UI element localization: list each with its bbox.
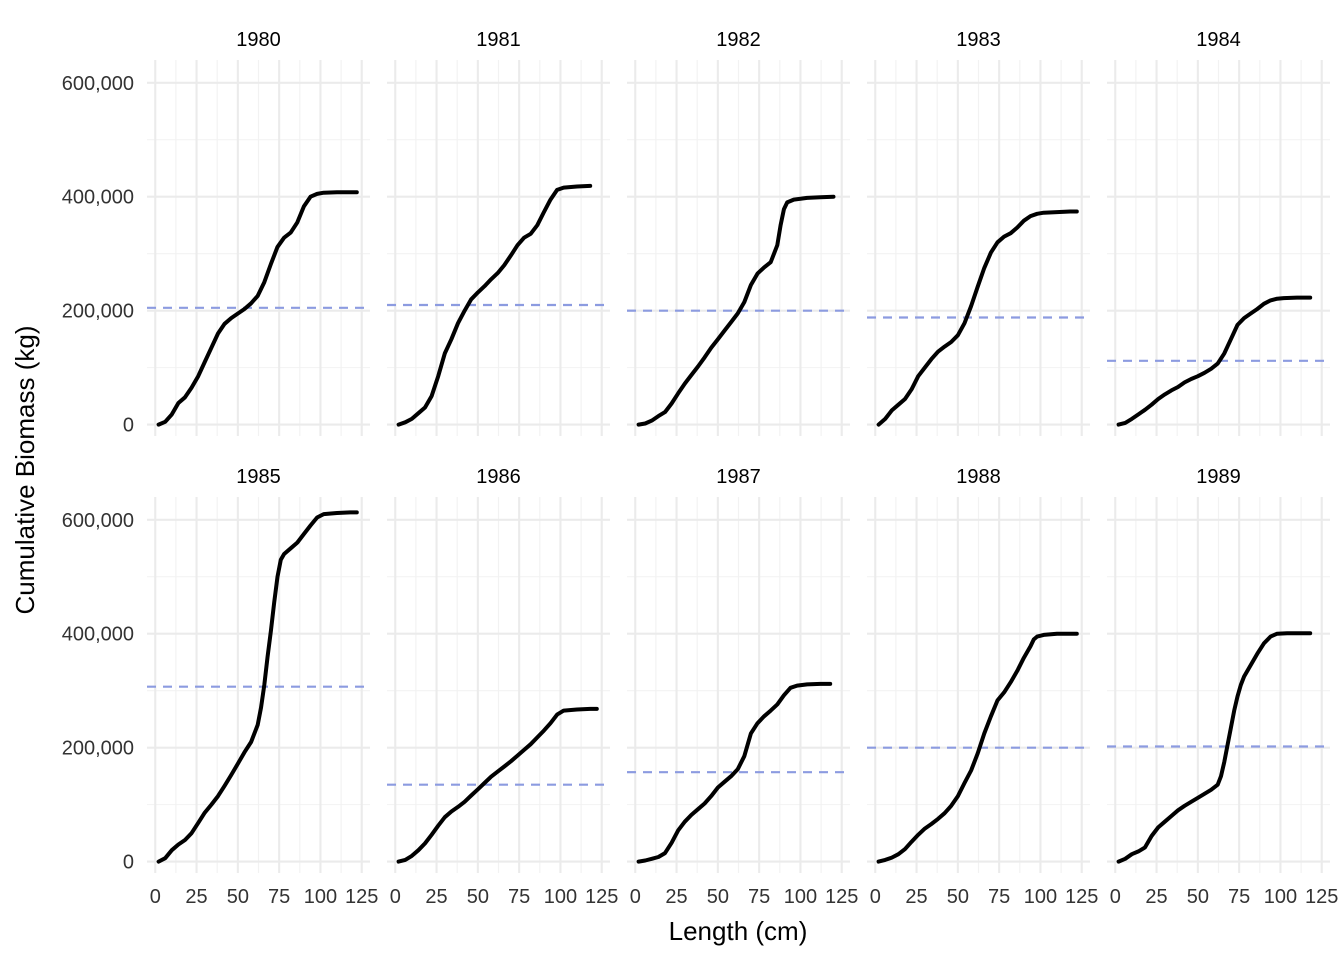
- panel-1980: 1980 0 200,000 400,000 600,000: [62, 29, 370, 437]
- x-tick-label: 100: [1264, 886, 1297, 908]
- panel-strip-label: 1982: [716, 29, 761, 51]
- x-tick-label: 0: [1110, 886, 1121, 908]
- x-tick-label: 125: [585, 886, 618, 908]
- cumulative-biomass-line: [1116, 631, 1313, 864]
- panel-strip-label: 1985: [236, 466, 281, 488]
- x-tick-label: 50: [707, 886, 729, 908]
- y-tick-label: 400,000: [62, 624, 134, 646]
- y-tick-label: 0: [123, 415, 134, 437]
- x-tick-label: 75: [508, 886, 530, 908]
- x-tick-label: 100: [1024, 886, 1057, 908]
- x-tick-label: 25: [905, 886, 927, 908]
- x-tick-label: 75: [988, 886, 1010, 908]
- cumulative-biomass-line: [876, 631, 1079, 864]
- panel-1988: 1988 0 25 50 75 100 125: [867, 466, 1098, 908]
- cumulative-biomass-line: [636, 194, 836, 427]
- panel-1987: 1987 0 25 50 75 100 125: [627, 466, 858, 908]
- panel-strip-label: 1981: [476, 29, 521, 51]
- x-tick-label: 0: [870, 886, 881, 908]
- x-tick-label: 75: [268, 886, 290, 908]
- x-tick-label: 100: [544, 886, 577, 908]
- x-tick-label: 0: [630, 886, 641, 908]
- x-tick-label: 125: [825, 886, 858, 908]
- panel-strip-label: 1980: [236, 29, 281, 51]
- x-tick-label: 125: [345, 886, 378, 908]
- cumulative-biomass-line: [636, 681, 833, 864]
- panel-strip-label: 1986: [476, 466, 521, 488]
- panel-strip-label: 1988: [956, 466, 1001, 488]
- x-tick-label: 25: [185, 886, 207, 908]
- panel-1985: 1985 0 25 50 75 100 125 0 200,000 400,000 600,000: [62, 466, 379, 908]
- x-tick-label: 100: [304, 886, 337, 908]
- x-tick-label: 50: [467, 886, 489, 908]
- panel-1982: 1982: [627, 29, 850, 436]
- cumulative-biomass-line: [396, 183, 593, 427]
- cumulative-biomass-line: [1116, 295, 1313, 427]
- x-tick-label: 25: [665, 886, 687, 908]
- cumulative-biomass-line: [396, 706, 599, 864]
- x-tick-label: 75: [748, 886, 770, 908]
- x-tick-label: 100: [784, 886, 817, 908]
- y-tick-label: 600,000: [62, 73, 134, 95]
- y-tick-label: 400,000: [62, 187, 134, 209]
- cumulative-biomass-line: [156, 510, 359, 864]
- panel-1986: 1986 0 25 50 75 100 125: [387, 466, 618, 908]
- panel-strip-label: 1984: [1196, 29, 1241, 51]
- cumulative-biomass-line: [156, 190, 359, 427]
- x-tick-label: 0: [390, 886, 401, 908]
- x-tick-label: 125: [1305, 886, 1338, 908]
- x-tick-label: 50: [1187, 886, 1209, 908]
- y-tick-label: 600,000: [62, 510, 134, 532]
- x-tick-label: 125: [1065, 886, 1098, 908]
- panel-1983: 1983: [867, 29, 1090, 436]
- panel-strip-label: 1983: [956, 29, 1001, 51]
- y-tick-label: 200,000: [62, 738, 134, 760]
- x-tick-label: 25: [425, 886, 447, 908]
- y-tick-label: 200,000: [62, 301, 134, 323]
- cumulative-biomass-line: [876, 209, 1079, 427]
- y-axis-title: Cumulative Biomass (kg): [10, 326, 40, 615]
- panel-1989: 1989 0 25 50 75 100 125: [1107, 466, 1338, 908]
- x-axis-title: Length (cm): [669, 916, 808, 946]
- x-tick-label: 50: [227, 886, 249, 908]
- y-tick-label: 0: [123, 852, 134, 874]
- x-tick-label: 0: [150, 886, 161, 908]
- panel-strip-label: 1987: [716, 466, 761, 488]
- panel-1984: 1984: [1107, 29, 1330, 436]
- x-tick-label: 75: [1228, 886, 1250, 908]
- panel-strip-label: 1989: [1196, 466, 1241, 488]
- x-tick-label: 25: [1145, 886, 1167, 908]
- x-tick-label: 50: [947, 886, 969, 908]
- panel-1981: 1981: [387, 29, 610, 436]
